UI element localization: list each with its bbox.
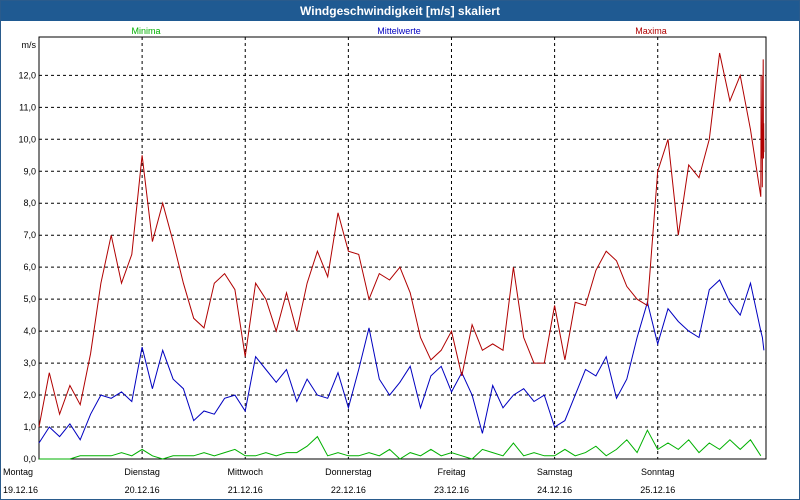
y-tick-label: 2,0 xyxy=(23,390,36,400)
y-tick-label: 12,0 xyxy=(18,70,36,80)
x-tick-label-day: Samstag xyxy=(537,467,573,477)
x-tick-label-day: Dienstag xyxy=(124,467,160,477)
y-tick-label: 3,0 xyxy=(23,358,36,368)
series-line-maxima xyxy=(38,52,765,428)
x-tick-label-day: Sonntag xyxy=(641,467,675,477)
x-tick-label-date: 21.12.16 xyxy=(228,485,263,495)
x-tick-label-date: 24.12.16 xyxy=(537,485,572,495)
legend-minima: Minima xyxy=(131,26,160,36)
y-tick-label: 10,0 xyxy=(18,134,36,144)
x-tick-label-date: 25.12.16 xyxy=(640,485,675,495)
plot-area xyxy=(38,36,767,460)
series-line-minima xyxy=(39,429,762,460)
x-tick-label-day: Donnerstag xyxy=(325,467,372,477)
y-tick-label: 1,0 xyxy=(23,422,36,432)
y-tick-label: 0,0 xyxy=(23,454,36,464)
y-tick-label: 6,0 xyxy=(23,262,36,272)
x-tick-label-day: Freitag xyxy=(437,467,465,477)
x-tick-label-date: 23.12.16 xyxy=(434,485,469,495)
y-tick-label: 8,0 xyxy=(23,198,36,208)
y-axis-label: m/s xyxy=(22,40,37,50)
y-tick-label: 9,0 xyxy=(23,166,36,176)
x-tick-label-date: 20.12.16 xyxy=(125,485,160,495)
y-tick-label: 7,0 xyxy=(23,230,36,240)
x-tick-label-day: Montag xyxy=(3,467,33,477)
legend-mittelwerte: Mittelwerte xyxy=(377,26,421,36)
y-tick-label: 11,0 xyxy=(19,102,36,112)
legend-maxima: Maxima xyxy=(635,26,667,36)
series-line-mittelwerte xyxy=(38,279,765,444)
window-title: Windgeschwindigkeit [m/s] skaliert xyxy=(1,1,799,21)
x-tick-label-date: 19.12.16 xyxy=(3,485,38,495)
y-tick-label: 4,0 xyxy=(23,326,36,336)
y-tick-label: 5,0 xyxy=(23,294,36,304)
x-tick-label-day: Mittwoch xyxy=(227,467,263,477)
x-tick-label-date: 22.12.16 xyxy=(331,485,366,495)
